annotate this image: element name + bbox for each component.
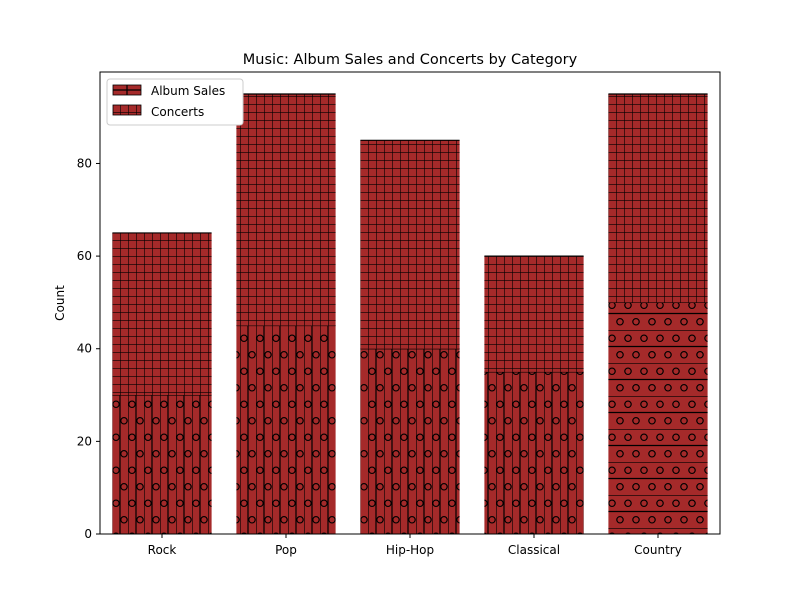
bar-album-sales-country-hatch <box>608 302 708 534</box>
x-axis: Rock Pop Hip-Hop Classical Country <box>148 534 682 557</box>
bar-album-sales-pop-hatch <box>236 325 336 534</box>
bar-album-sales-classical-hatch <box>484 371 584 534</box>
legend-label-concerts: Concerts <box>151 105 204 119</box>
y-axis: 0 20 40 60 80 <box>77 156 100 541</box>
bar-album-sales-hip-hop-hatch <box>360 348 460 534</box>
legend-swatch-album-sales-hatch <box>113 85 141 95</box>
legend: Album Sales Concerts <box>106 78 244 126</box>
x-tick-label-pop: Pop <box>275 543 297 557</box>
bar-concerts-classical-hatch <box>484 256 584 372</box>
bar-concerts-pop-hatch <box>236 94 336 326</box>
y-tick-label: 40 <box>77 342 92 356</box>
y-tick-label: 20 <box>77 434 92 448</box>
x-tick-label-rock: Rock <box>148 543 177 557</box>
legend-label-album-sales: Album Sales <box>151 84 225 98</box>
y-tick-label: 60 <box>77 249 92 263</box>
x-tick-label-country: Country <box>634 543 682 557</box>
bar-concerts-rock-hatch <box>112 232 212 396</box>
y-tick-label: 80 <box>77 156 92 170</box>
bar-concerts-country-hatch <box>608 94 708 303</box>
bar-concerts-hip-hop-hatch <box>360 140 460 349</box>
y-tick-label: 0 <box>84 527 92 541</box>
y-axis-label: Count <box>53 285 67 321</box>
bar-album-sales-rock-hatch <box>112 395 212 534</box>
x-tick-label-classical: Classical <box>508 543 560 557</box>
x-tick-label-hip-hop: Hip-Hop <box>386 543 434 557</box>
chart-title: Music: Album Sales and Concerts by Categ… <box>243 52 578 68</box>
legend-swatch-concerts-hatch <box>113 105 141 115</box>
bars-layer <box>112 93 708 534</box>
